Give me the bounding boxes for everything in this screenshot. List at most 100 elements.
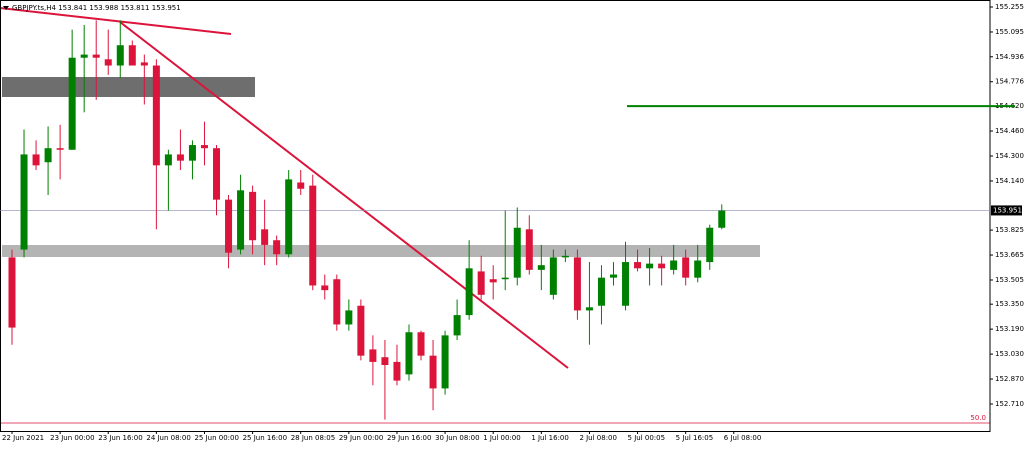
candle-body xyxy=(80,54,88,58)
candle-body xyxy=(501,277,509,280)
candle-body xyxy=(706,227,714,263)
candle-body xyxy=(261,229,269,245)
candle-body xyxy=(573,257,581,311)
candle-body xyxy=(670,260,678,270)
candle-body xyxy=(285,179,293,255)
y-tick-label: 155.095 xyxy=(995,28,1024,36)
chart-title: GBPJPY.ts,H4 153.841 153.988 153.811 153… xyxy=(12,4,181,12)
zone-light xyxy=(2,245,760,257)
candle-body xyxy=(718,210,726,228)
candle-body xyxy=(634,262,642,269)
candle-body xyxy=(513,227,521,278)
candle-body xyxy=(405,332,413,375)
y-tick-label: 153.825 xyxy=(995,226,1024,234)
candle-body xyxy=(477,271,485,295)
candle-body xyxy=(8,257,16,328)
candle-body xyxy=(561,255,569,258)
x-tick-label: 28 Jun 08:05 xyxy=(291,434,335,442)
x-tick-label: 24 Jun 08:00 xyxy=(146,434,190,442)
candle-body xyxy=(152,65,160,166)
candle-body xyxy=(682,257,690,278)
candle-body xyxy=(116,45,124,66)
x-tick-label: 29 Jun 00:00 xyxy=(339,434,383,442)
candle-body xyxy=(381,357,389,366)
trendline xyxy=(119,21,569,369)
candle-body xyxy=(549,257,557,295)
x-tick-label: 5 Jul 00:05 xyxy=(628,434,666,442)
candle-body xyxy=(610,274,617,278)
candle-body xyxy=(249,191,257,241)
y-tick-label: 155.255 xyxy=(995,3,1024,11)
candle-body xyxy=(597,277,605,306)
x-tick-label: 1 Jul 16:00 xyxy=(531,434,569,442)
candle-body xyxy=(369,349,377,362)
candle-body xyxy=(237,190,245,250)
candle-body xyxy=(417,332,425,356)
candle-body xyxy=(200,145,208,149)
candle-body xyxy=(92,54,100,58)
candle-body xyxy=(44,148,52,163)
x-tick-label: 1 Jul 00:00 xyxy=(483,434,521,442)
candle-body xyxy=(646,263,654,269)
fibo-label: 50.0 xyxy=(970,414,986,422)
x-tick-label: 5 Jul 16:05 xyxy=(676,434,714,442)
candle-body xyxy=(188,145,196,161)
candle-body xyxy=(537,265,545,270)
x-tick-label: 2 Jul 08:00 xyxy=(579,434,617,442)
y-tick-label: 153.030 xyxy=(995,350,1024,358)
current-price-label: 153.951 xyxy=(993,206,1022,214)
candle-body xyxy=(56,148,64,150)
x-tick-label: 22 Jun 2021 xyxy=(2,434,44,442)
candle-body xyxy=(321,285,329,291)
candle-body xyxy=(525,229,533,270)
y-tick-label: 152.710 xyxy=(995,400,1024,408)
y-tick-label: 154.300 xyxy=(995,152,1024,160)
y-tick-label: 154.140 xyxy=(995,177,1024,185)
candle-body xyxy=(20,154,28,250)
candle-body xyxy=(441,335,449,389)
plot-frame xyxy=(0,0,991,432)
candle-body xyxy=(465,268,473,316)
y-tick-label: 153.505 xyxy=(995,276,1024,284)
candle-body xyxy=(297,182,305,189)
y-tick-label: 154.460 xyxy=(995,127,1024,135)
y-tick-label: 153.665 xyxy=(995,251,1024,259)
candle-body xyxy=(140,62,148,66)
title-marker xyxy=(3,6,9,10)
x-tick-label: 6 Jul 08:00 xyxy=(724,434,762,442)
x-tick-label: 29 Jun 16:00 xyxy=(387,434,431,442)
candle-body xyxy=(453,315,461,336)
candle-body xyxy=(164,154,172,166)
candle-body xyxy=(585,307,593,311)
candle-body xyxy=(429,355,437,389)
x-tick-label: 23 Jun 00:00 xyxy=(50,434,94,442)
candle-body xyxy=(225,199,233,253)
candle-body xyxy=(393,361,401,381)
candle-body xyxy=(104,59,112,66)
x-tick-label: 25 Jun 16:00 xyxy=(243,434,287,442)
candle-body xyxy=(68,57,76,150)
current-price-box xyxy=(991,205,1022,216)
y-tick-label: 152.870 xyxy=(995,375,1024,383)
candle-body xyxy=(273,240,281,255)
candle-body xyxy=(333,279,341,325)
candle-body xyxy=(176,154,184,161)
candle-body xyxy=(213,148,221,200)
candle-body xyxy=(32,154,40,166)
y-tick-label: 154.776 xyxy=(995,78,1024,86)
candle-body xyxy=(309,185,317,286)
y-tick-label: 154.936 xyxy=(995,53,1024,61)
x-tick-label: 23 Jun 16:00 xyxy=(98,434,142,442)
trendline xyxy=(0,7,232,35)
candle-body xyxy=(658,263,666,269)
x-tick-label: 25 Jun 00:00 xyxy=(194,434,238,442)
candle-body xyxy=(489,279,497,283)
candle-body xyxy=(345,310,353,325)
candle-body xyxy=(128,45,136,66)
y-tick-label: 153.190 xyxy=(995,325,1024,333)
y-tick-label: 153.350 xyxy=(995,300,1024,308)
zone-dark xyxy=(2,77,255,97)
candle-body xyxy=(357,305,365,356)
